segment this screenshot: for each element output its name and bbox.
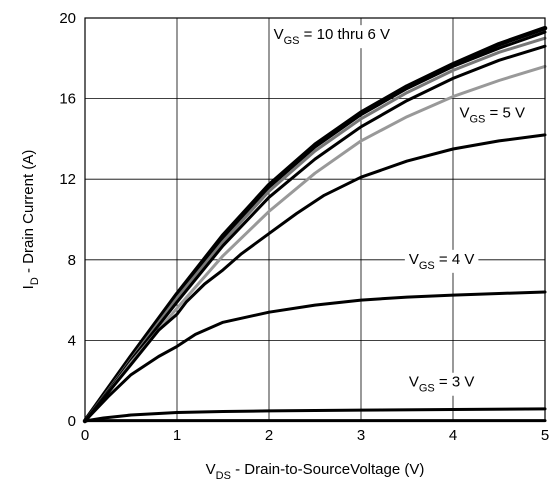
x-axis-label: VDS - Drain-to-SourceVoltage (V) [206,461,425,482]
x-axis-label-sub: DS [216,470,231,482]
y-tick-label: 8 [68,252,76,269]
y-tick-label: 4 [68,332,76,349]
series-line-4 [83,44,547,423]
series-line-7 [83,290,547,423]
series-line-2 [83,30,547,423]
annotation-vgs-2: VGS = 5 V [459,105,525,126]
x-tick-label: 3 [357,427,365,444]
annotation-vgs-4-text: = 3 V [435,374,475,391]
annotation-vgs-3: VGS = 4 V [409,251,475,272]
annotation-vgs-1-subscript: GS [284,35,300,47]
series-line-6 [83,133,547,423]
annotation-background [404,372,479,396]
annotation-vgs-2-text: = 5 V [485,105,525,122]
annotation-vgs-4: VGS = 3 V [409,374,475,395]
annotation-vgs-1-main: V [274,26,284,43]
y-tick-labels: 0 4 8 12 16 20 [59,10,76,430]
annotation-vgs-4-subscript: GS [419,383,435,395]
annotation-vgs-2-main: V [459,105,469,122]
series-line-3 [83,36,547,423]
annotation-vgs-1: VGS = 10 thru 6 V [274,26,390,47]
series-group [82,25,548,424]
plot-frame [84,17,546,422]
y-tick-label: 12 [59,171,76,188]
annotation-background [404,249,479,273]
x-axis-label-main: V [206,461,216,478]
x-tick-label: 4 [449,427,457,444]
x-tick-label: 0 [81,427,89,444]
grid [85,18,545,421]
x-tick-label: 1 [173,427,181,444]
x-tick-label: 5 [541,427,549,444]
y-axis-label: ID - Drain Current (A) [20,150,41,290]
annotation-vgs-3-main: V [409,251,419,268]
x-tick-labels: 0 1 2 3 4 5 [81,427,549,444]
y-tick-label: 0 [68,413,76,430]
y-tick-label: 16 [59,91,76,108]
y-axis-label-rest: - Drain Current (A) [20,150,37,278]
annotation-vgs-2-subscript: GS [469,114,485,126]
annotation-background [455,103,529,127]
y-axis-label-main: I [20,285,37,289]
annotation-background [269,25,395,49]
annotation-vgs-3-text: = 4 V [435,251,475,268]
y-tick-label: 20 [59,10,76,27]
annotation-vgs-4-main: V [409,374,419,391]
x-tick-label: 2 [265,427,273,444]
annotation-vgs-1-text: = 10 thru 6 V [300,26,390,43]
y-axis-label-sub: D [29,277,41,285]
annotation-vgs-3-subscript: GS [419,260,435,272]
series-line-8 [83,407,547,423]
x-axis-label-rest: - Drain-to-SourceVoltage (V) [231,461,424,478]
